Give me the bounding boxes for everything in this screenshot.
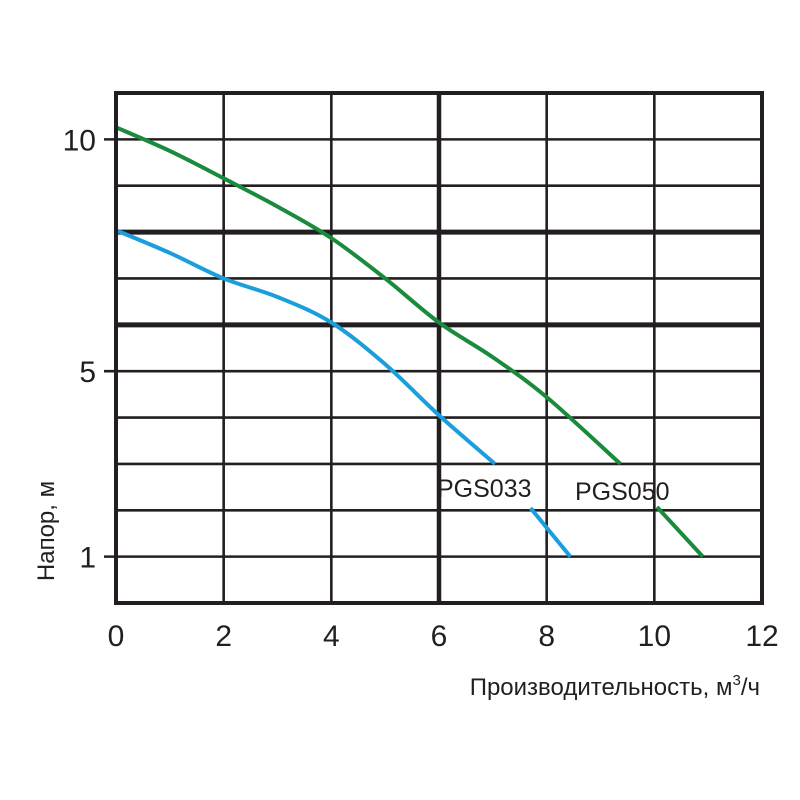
- curve-pgs033: [528, 506, 572, 558]
- x-tick-label: 2: [215, 620, 232, 653]
- curve-pgs033: [115, 228, 497, 466]
- series-label-pgs050: PGS050: [575, 478, 670, 506]
- x-tick-label: 0: [108, 620, 125, 653]
- plot-border: [114, 91, 764, 605]
- x-tick-label: 10: [638, 620, 671, 653]
- x-tick-label: 8: [538, 620, 555, 653]
- performance-curves: [115, 125, 705, 558]
- x-tick-label: 6: [431, 620, 448, 653]
- x-axis-title: Производительность, м3/ч: [470, 672, 760, 701]
- y-tick-label: 5: [79, 356, 96, 389]
- x-axis-tick-labels: 0 2 4 6 8 10 12: [108, 620, 779, 653]
- x-tick-label: 4: [323, 620, 340, 653]
- curve-pgs050: [115, 125, 622, 466]
- series-label-pgs033: PGS033: [437, 475, 532, 503]
- y-axis-title: Напор, м: [33, 481, 60, 581]
- y-tick-label: 10: [63, 124, 96, 157]
- plot-frame: [114, 91, 764, 605]
- y-tick-label: 1: [79, 542, 96, 575]
- series-labels: PGS033 PGS050: [437, 475, 670, 506]
- curve-pgs050: [655, 505, 705, 558]
- x-tick-label: 12: [745, 620, 778, 653]
